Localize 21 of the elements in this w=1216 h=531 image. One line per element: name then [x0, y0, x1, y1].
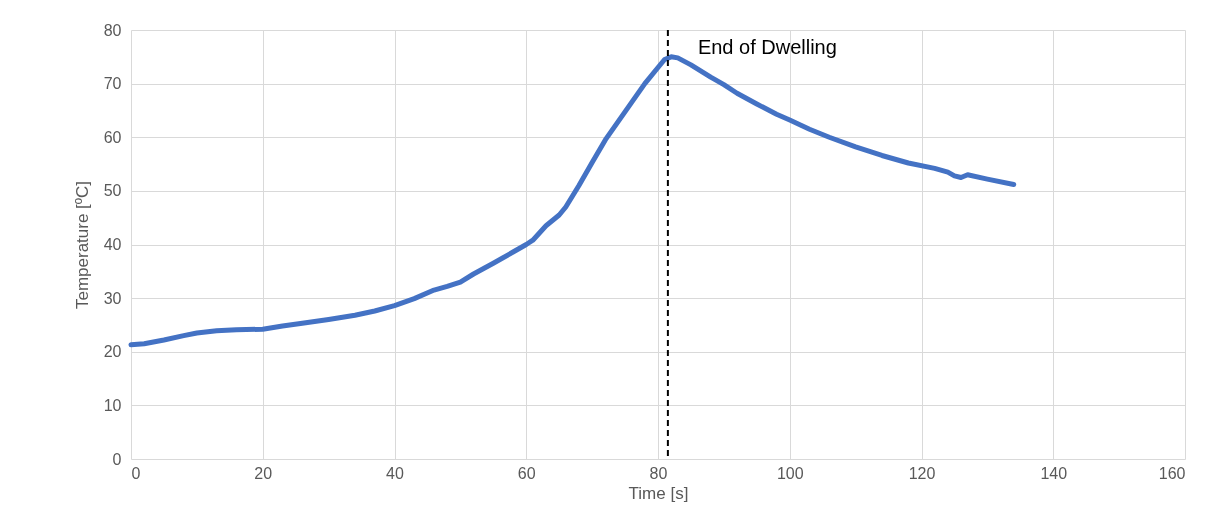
x-tick-label: 40 [386, 464, 404, 482]
x-tick-label: 140 [1040, 464, 1068, 482]
y-tick-label: 0 [112, 450, 122, 468]
y-axis-title: Temperature [ºC] [72, 180, 92, 310]
y-tick-label: 60 [103, 128, 122, 146]
y-tick-label: 20 [103, 343, 122, 361]
x-tick-label: 120 [908, 464, 936, 482]
y-tick-label: 40 [103, 236, 122, 253]
x-tick-label: 20 [254, 464, 273, 482]
x-tick-label: 80 [649, 464, 668, 482]
y-tick-label: 30 [103, 289, 122, 307]
y-tick-label: 80 [103, 21, 122, 39]
y-tick-label: 50 [103, 182, 122, 200]
y-tick-label: 10 [103, 396, 122, 414]
x-axis-title: Time [s] [628, 483, 689, 503]
y-tick-label: 70 [103, 75, 122, 93]
ref-line-label: End of Dwelling [697, 36, 837, 58]
x-tick-label: 0 [131, 464, 141, 482]
x-tick-label: 160 [1158, 464, 1186, 482]
x-tick-label: 60 [517, 464, 536, 482]
x-tick-label: 100 [776, 464, 804, 482]
